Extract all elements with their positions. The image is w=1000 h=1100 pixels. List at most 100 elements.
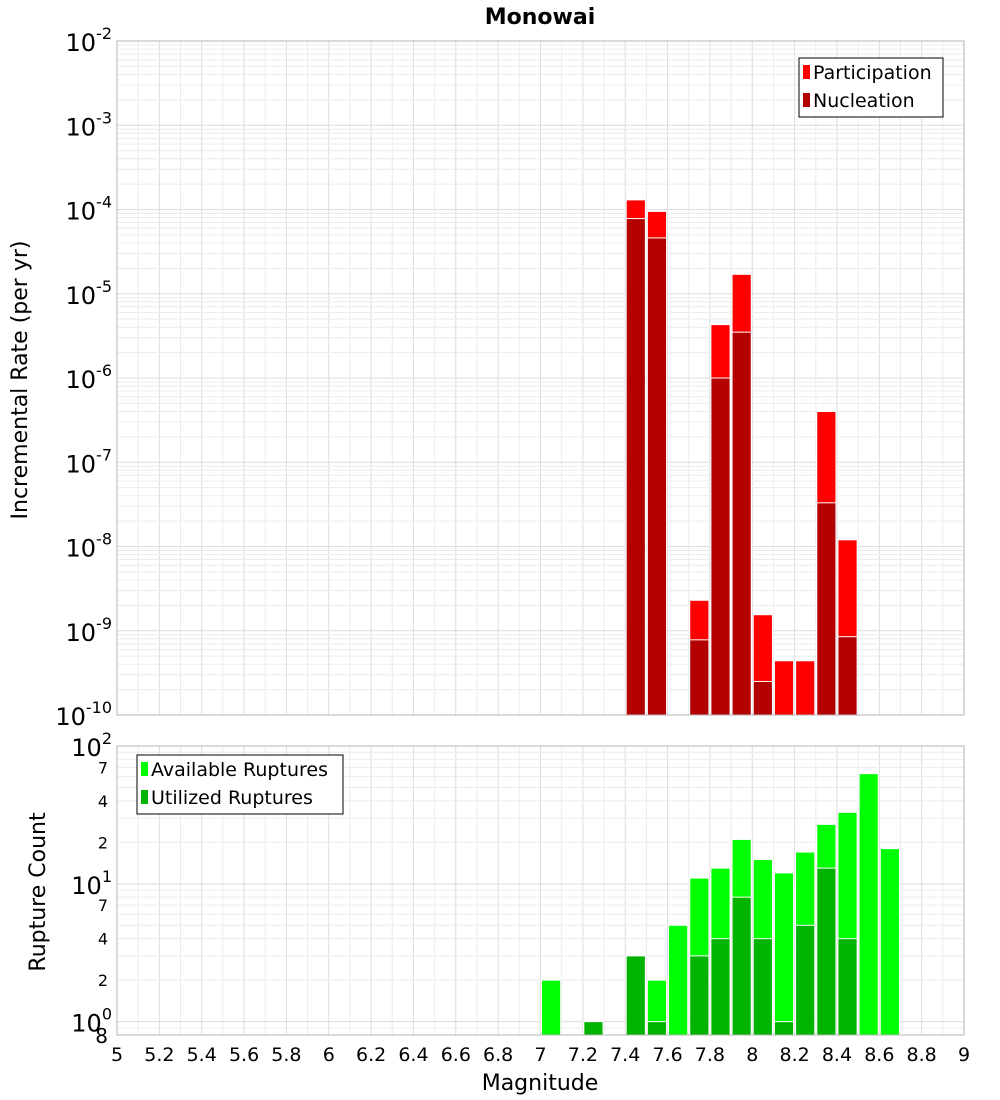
y-tick-exponent: -6 (96, 361, 112, 380)
plot-frame (116, 745, 965, 1036)
y-tick-base: 10 (66, 29, 97, 57)
y-tick-label: 10-10 (55, 698, 112, 731)
y-tick-base: 10 (55, 703, 86, 731)
bar (773, 872, 795, 1036)
bar (795, 660, 816, 716)
legend-label: Nucleation (813, 90, 915, 112)
x-tick-label: 8.4 (822, 1044, 852, 1066)
y-tick-exponent: 2 (102, 729, 112, 748)
x-tick-label: 6.2 (356, 1044, 386, 1066)
legend-frame (136, 754, 344, 815)
bar (731, 896, 752, 1036)
y-tick-base: 10 (66, 198, 97, 226)
y-tick-label: 10-8 (66, 530, 113, 563)
y-tick-label: 10-9 (66, 614, 113, 647)
x-tick-label: 6.4 (398, 1044, 428, 1066)
x-tick-label: 8.8 (907, 1044, 937, 1066)
bar (773, 1021, 795, 1036)
y-tick-label: 100 (71, 1005, 112, 1038)
y-tick-label: 10-7 (66, 445, 113, 478)
bar (837, 938, 858, 1036)
y-tick-label: 102 (71, 729, 112, 762)
legend-swatch (141, 790, 148, 804)
plot-frame (116, 40, 965, 716)
legend-frame (798, 57, 944, 118)
bar (541, 979, 562, 1036)
x-tick-label: 8.6 (864, 1044, 894, 1066)
bar (752, 938, 773, 1036)
bar (646, 1021, 668, 1036)
series-utilized-ruptures (583, 867, 858, 1036)
legend: Available Ruptures Utilized Ruptures (136, 754, 344, 815)
x-tick-label: 5.4 (187, 1044, 217, 1066)
y-minor-tick-label: 7 (98, 758, 108, 777)
chart-layers: 10-1010-910-810-710-610-510-410-310-2Par… (55, 24, 970, 1066)
rate-y-axis-label: Incremental Rate (per yr) (8, 241, 33, 520)
bar (625, 955, 646, 1036)
x-tick-label: 8 (746, 1044, 758, 1066)
bar (710, 938, 731, 1036)
chart-title: Monowai (485, 5, 596, 30)
panel-rate: 10-1010-910-810-710-610-510-410-310-2Par… (55, 24, 965, 731)
y-minor-tick-label: 2 (98, 833, 108, 852)
x-tick-label: 7.6 (652, 1044, 682, 1066)
bar (858, 773, 879, 1036)
y-tick-base: 10 (71, 872, 102, 900)
y-tick-label: 10-4 (66, 193, 113, 226)
bar (668, 924, 689, 1036)
count-y-axis-label: Rupture Count (26, 812, 51, 972)
legend-swatch (803, 65, 810, 79)
y-minor-tick-label: 8 (95, 1024, 108, 1048)
y-tick-base: 10 (71, 734, 102, 762)
bar (689, 639, 710, 716)
x-tick-label: 7.4 (610, 1044, 640, 1066)
y-tick-exponent: -5 (96, 277, 112, 296)
y-tick-base: 10 (66, 450, 97, 478)
x-tick-label: 6 (323, 1044, 335, 1066)
x-tick-label: 6.8 (483, 1044, 513, 1066)
legend: Participation Nucleation (798, 57, 944, 118)
y-tick-label: 101 (71, 867, 112, 900)
y-tick-base: 10 (71, 1010, 102, 1038)
y-minor-tick-label: 4 (98, 930, 108, 949)
y-tick-base: 10 (66, 282, 97, 310)
y-tick-exponent: 1 (102, 867, 112, 886)
legend-swatch (803, 93, 810, 107)
y-tick-label: 10-5 (66, 277, 113, 310)
x-tick-label: 5.8 (271, 1044, 301, 1066)
bar (646, 237, 668, 716)
x-axis-ticks: 5 5.2 5.4 5.6 5.8 6 6.2 6.4 6.6 6.8 7 7.2 7.4 7.6 7.8 8… (111, 1044, 970, 1066)
series-nucleation (625, 218, 858, 716)
x-tick-label: 9 (958, 1044, 970, 1066)
y-tick-exponent: -4 (96, 193, 112, 212)
y-tick-base: 10 (66, 366, 97, 394)
y-tick-exponent: 0 (102, 1005, 112, 1024)
legend-label: Available Ruptures (151, 759, 328, 781)
bar (625, 218, 646, 716)
y-tick-exponent: -8 (96, 530, 112, 549)
y-tick-base: 10 (66, 535, 97, 563)
x-tick-label: 5.2 (144, 1044, 174, 1066)
y-minor-tick-label: 4 (98, 792, 108, 811)
x-tick-label: 6.6 (441, 1044, 471, 1066)
bar (689, 955, 710, 1036)
legend-label: Participation (813, 62, 932, 84)
y-tick-label: 10-6 (66, 361, 113, 394)
legend-label: Utilized Ruptures (151, 787, 313, 809)
x-axis-label: Magnitude (482, 1071, 599, 1096)
y-tick-exponent: -10 (86, 698, 112, 717)
y-tick-label: 10-2 (66, 24, 113, 57)
bar (795, 924, 816, 1036)
y-tick-exponent: -7 (96, 445, 112, 464)
y-tick-exponent: -2 (96, 24, 112, 43)
bar (879, 848, 900, 1036)
y-tick-exponent: -9 (96, 614, 112, 633)
y-minor-tick-label: 7 (98, 896, 108, 915)
bar (773, 660, 795, 716)
bar (731, 331, 752, 716)
bar (816, 867, 837, 1036)
x-tick-label: 7 (534, 1044, 546, 1066)
